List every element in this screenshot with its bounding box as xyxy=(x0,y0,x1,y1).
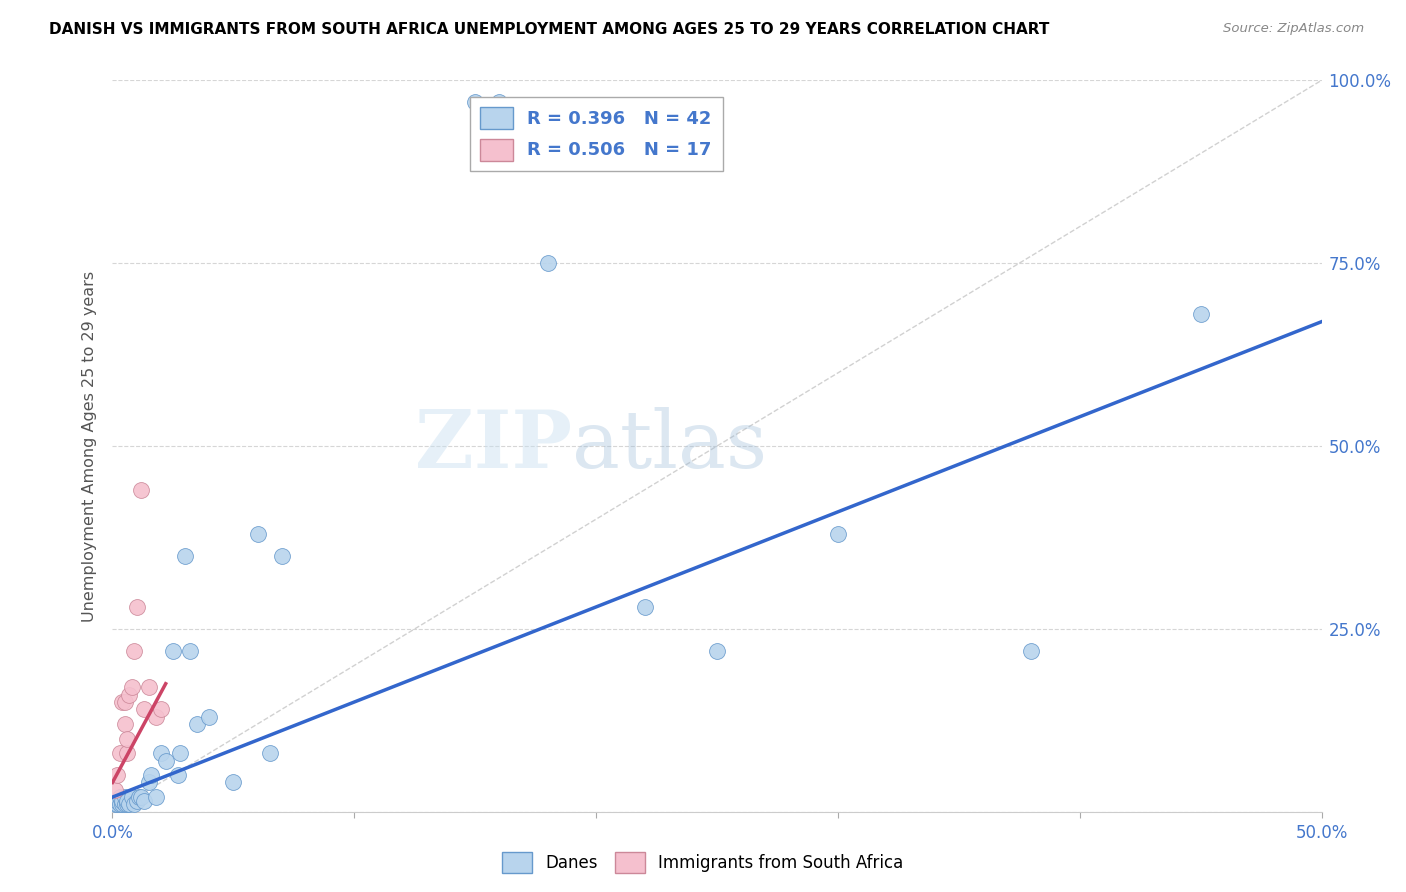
Point xyxy=(115,797,138,812)
Point xyxy=(827,526,849,541)
Point xyxy=(138,681,160,695)
Point xyxy=(114,695,136,709)
Point xyxy=(114,797,136,812)
Point xyxy=(138,775,160,789)
Point xyxy=(125,794,148,808)
Point xyxy=(122,644,145,658)
Point xyxy=(108,797,131,812)
Point xyxy=(105,794,128,808)
Point xyxy=(118,797,141,812)
Point xyxy=(118,688,141,702)
Legend: Danes, Immigrants from South Africa: Danes, Immigrants from South Africa xyxy=(496,846,910,880)
Point xyxy=(104,782,127,797)
Point xyxy=(105,768,128,782)
Point xyxy=(145,709,167,723)
Point xyxy=(115,731,138,746)
Point xyxy=(145,790,167,805)
Point xyxy=(114,717,136,731)
Point xyxy=(132,702,155,716)
Point xyxy=(246,526,269,541)
Point xyxy=(1189,307,1212,321)
Point xyxy=(162,644,184,658)
Point xyxy=(1021,644,1043,658)
Point xyxy=(111,797,134,812)
Point xyxy=(706,644,728,658)
Point xyxy=(174,549,197,563)
Point xyxy=(104,797,127,812)
Point xyxy=(270,549,292,563)
Point xyxy=(115,794,138,808)
Text: ZIP: ZIP xyxy=(415,407,572,485)
Point xyxy=(633,599,655,614)
Point xyxy=(111,695,134,709)
Point xyxy=(132,794,155,808)
Text: Source: ZipAtlas.com: Source: ZipAtlas.com xyxy=(1223,22,1364,36)
Point xyxy=(198,709,221,723)
Point xyxy=(488,95,510,110)
Point xyxy=(259,746,281,760)
Point xyxy=(114,790,136,805)
Point xyxy=(131,790,153,805)
Point xyxy=(121,681,143,695)
Point xyxy=(108,790,131,805)
Point xyxy=(121,790,143,805)
Point xyxy=(149,702,172,716)
Point xyxy=(128,790,150,805)
Point xyxy=(105,797,128,812)
Point xyxy=(149,746,172,760)
Point xyxy=(155,754,177,768)
Point xyxy=(122,797,145,812)
Y-axis label: Unemployment Among Ages 25 to 29 years: Unemployment Among Ages 25 to 29 years xyxy=(82,270,97,622)
Point xyxy=(108,746,131,760)
Point xyxy=(125,599,148,614)
Point xyxy=(464,95,486,110)
Point xyxy=(179,644,201,658)
Point xyxy=(141,768,163,782)
Point xyxy=(115,746,138,760)
Text: DANISH VS IMMIGRANTS FROM SOUTH AFRICA UNEMPLOYMENT AMONG AGES 25 TO 29 YEARS CO: DANISH VS IMMIGRANTS FROM SOUTH AFRICA U… xyxy=(49,22,1050,37)
Point xyxy=(169,746,191,760)
Text: atlas: atlas xyxy=(572,407,768,485)
Point xyxy=(166,768,188,782)
Point xyxy=(111,794,134,808)
Legend: R = 0.396   N = 42, R = 0.506   N = 17: R = 0.396 N = 42, R = 0.506 N = 17 xyxy=(470,96,723,171)
Point xyxy=(537,256,560,270)
Point xyxy=(222,775,245,789)
Point xyxy=(186,717,208,731)
Point xyxy=(131,483,153,497)
